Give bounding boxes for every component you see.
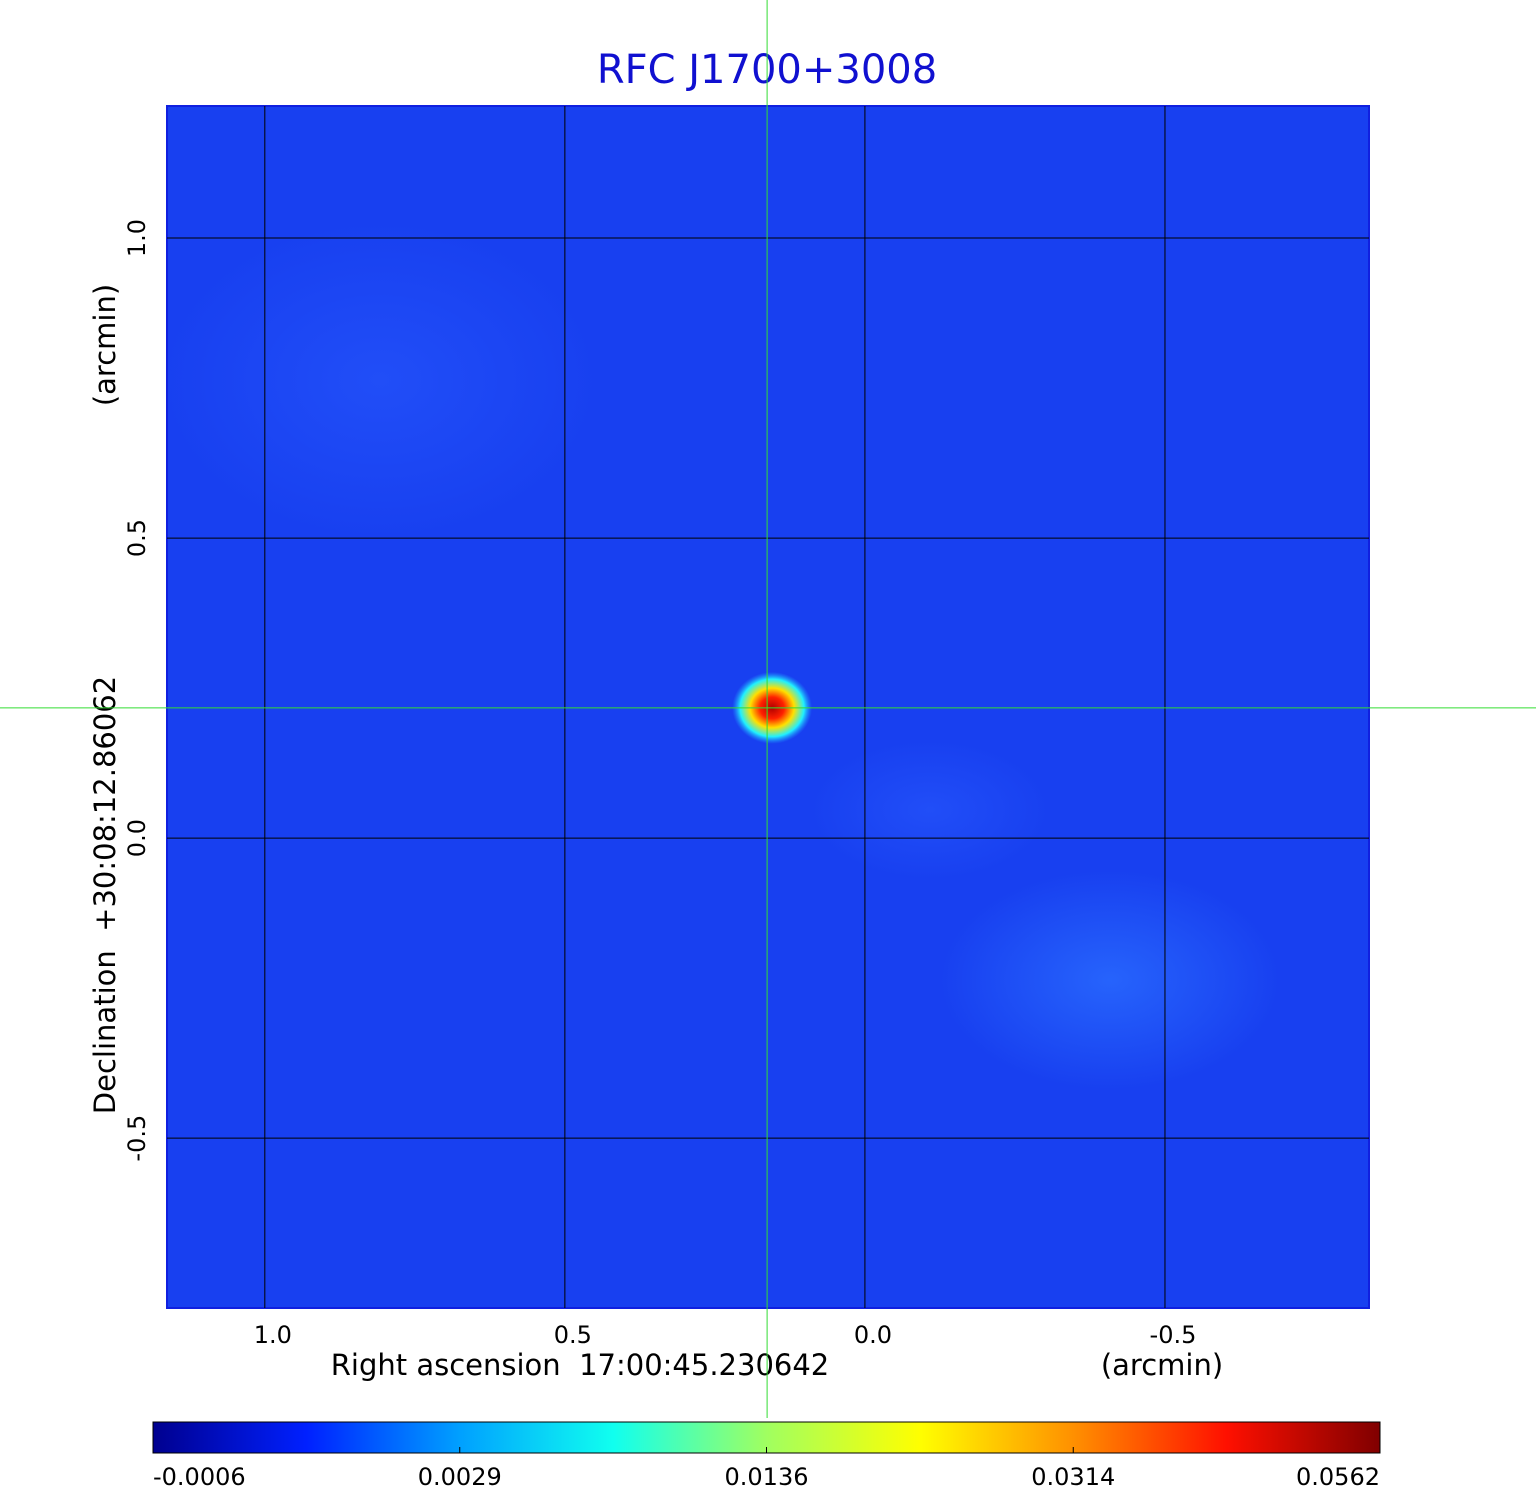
y-tick-label: 0.0 [123, 819, 151, 857]
colorbar-tick-label: -0.0006 [153, 1463, 246, 1491]
colorbar-tick-label: 0.0562 [1296, 1463, 1380, 1491]
x-tick-label: 1.0 [254, 1321, 292, 1349]
y-axis-unit: (arcmin) [88, 284, 122, 406]
diffuse-emission [160, 220, 600, 540]
x-axis-label: Right ascension 17:00:45.230642 [331, 1348, 830, 1382]
x-tick-label: -0.5 [1150, 1321, 1197, 1349]
diffuse-emission [810, 740, 1050, 880]
colorbar-tick-label: 0.0029 [418, 1463, 502, 1491]
x-axis-unit: (arcmin) [1101, 1348, 1223, 1382]
y-tick-label: 1.0 [123, 219, 151, 257]
diffuse-emission [940, 870, 1280, 1090]
y-tick-label: 0.5 [123, 519, 151, 557]
colorbar-tick-label: 0.0314 [1031, 1463, 1115, 1491]
colorbar-tick-label: 0.0136 [725, 1463, 809, 1491]
x-tick-label: 0.5 [554, 1321, 592, 1349]
y-tick-label: -0.5 [123, 1115, 151, 1162]
x-tick-label: 0.0 [854, 1321, 892, 1349]
y-axis-label: Declination +30:08:12.86062 [88, 676, 122, 1114]
